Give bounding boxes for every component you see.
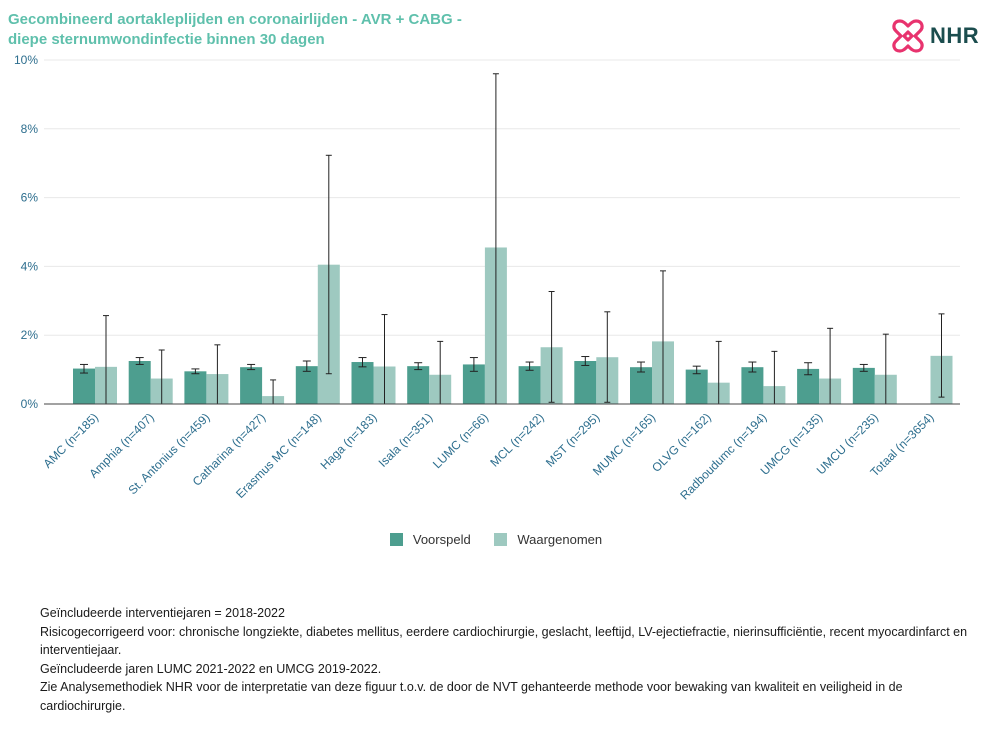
y-tick-label: 0% [21, 397, 39, 411]
bar-chart: 0%2%4%6%8%10%AMC (n=185)Amphia (n=407)St… [14, 53, 960, 502]
bars [73, 247, 953, 404]
bar-voorspeld [351, 362, 374, 404]
y-tick-label: 4% [21, 259, 39, 273]
nhr-logo-text: NHR [930, 23, 980, 48]
bar-voorspeld [630, 367, 652, 404]
bar-voorspeld [741, 367, 764, 404]
bar-voorspeld [240, 367, 263, 404]
x-tick-label: Isala (n=351) [376, 410, 436, 470]
legend-swatch-waargenomen [494, 533, 508, 546]
bar-voorspeld [184, 371, 207, 404]
legend-label-voorspeld: Voorspeld [412, 532, 471, 547]
bar-voorspeld [295, 366, 318, 404]
chart-title-line-2: diepe sternumwondinfectie binnen 30 dage… [8, 31, 325, 48]
footnote-3: Geïncludeerde jaren LUMC 2021-2022 en UM… [40, 661, 382, 676]
bar-voorspeld [73, 368, 95, 404]
bar-voorspeld [685, 369, 708, 404]
error-bars [80, 73, 945, 405]
legend-swatch-voorspeld [389, 533, 403, 546]
x-tick-label: MST (n=295) [543, 410, 603, 470]
bar-voorspeld [462, 364, 485, 404]
bar-voorspeld [518, 366, 541, 404]
x-tick-label: MCL (n=242) [487, 410, 546, 469]
nhr-cross-logo-icon [892, 19, 924, 53]
legend-item-voorspeld: Voorspeld [389, 532, 471, 547]
chart-legend: Voorspeld Waargenomen [0, 532, 992, 549]
x-tick-label: AMC (n=185) [41, 410, 102, 471]
y-tick-label: 8% [21, 122, 39, 136]
footnotes: Geïncludeerde interventiejaren = 2018-20… [40, 604, 980, 715]
bar-voorspeld [128, 361, 151, 404]
footnote-1: Geïncludeerde interventiejaren = 2018-20… [40, 606, 285, 620]
bar-voorspeld [852, 367, 875, 404]
bar-voorspeld [574, 361, 597, 404]
legend-item-waargenomen: Waargenomen [494, 532, 602, 547]
x-tick-label: Haga (n=183) [318, 410, 380, 472]
chart-title: Gecombineerd aortakleplijden en coronair… [8, 10, 528, 50]
x-tick-label: LUMC (n=66) [430, 410, 491, 471]
legend-label-waargenomen: Waargenomen [517, 532, 603, 547]
chart-title-line-1: Gecombineerd aortakleplijden en coronair… [8, 11, 462, 28]
footnote-4: Zie Analysemethodiek NHR voor de interpr… [40, 680, 903, 713]
bar-voorspeld [407, 366, 430, 404]
y-tick-label: 2% [21, 328, 39, 342]
nhr-logo: NHR [890, 16, 985, 56]
bar-voorspeld [797, 368, 820, 404]
y-tick-label: 6% [21, 191, 39, 205]
y-tick-label: 10% [14, 53, 38, 67]
footnote-2: Risicogecorrigeerd voor: chronische long… [40, 624, 968, 658]
